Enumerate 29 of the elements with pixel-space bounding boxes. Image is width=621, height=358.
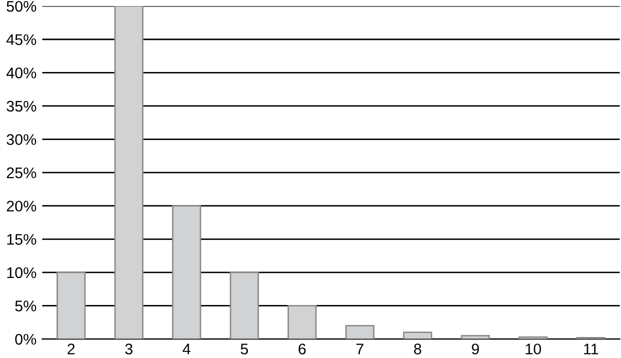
y-tick-label: 30% — [6, 134, 36, 145]
x-tick-label: 6 — [298, 344, 306, 354]
x-tick-label: 5 — [240, 344, 248, 354]
bar — [403, 332, 432, 340]
y-tick-label: 25% — [6, 167, 36, 178]
y-tick-label: 40% — [6, 68, 36, 78]
x-tick-label: 9 — [472, 344, 479, 354]
x-tick-label: 2 — [68, 344, 75, 354]
y-tick-label: 15% — [7, 234, 36, 245]
x-tick-label: 4 — [182, 344, 190, 354]
y-tick-label: 0% — [15, 334, 36, 345]
y-tick-label: 10% — [7, 267, 36, 278]
bar — [230, 272, 259, 340]
y-tick-label: 45% — [6, 34, 36, 46]
x-tick-label: 3 — [125, 344, 132, 354]
bar — [172, 205, 202, 340]
bar — [56, 272, 86, 340]
y-tick-label: 20% — [6, 200, 36, 212]
bar — [460, 335, 490, 340]
bar — [288, 305, 317, 340]
bar — [345, 325, 374, 340]
x-tick-label: 10 — [526, 344, 542, 354]
x-tick-label: 11 — [584, 344, 598, 354]
x-tick-label: 7 — [356, 344, 364, 354]
y-tick-label: 50% — [6, 0, 36, 12]
y-tick-label: 35% — [6, 100, 36, 112]
y-tick-label: 5% — [15, 300, 36, 312]
x-tick-label: 8 — [414, 344, 422, 354]
bar — [114, 6, 144, 340]
